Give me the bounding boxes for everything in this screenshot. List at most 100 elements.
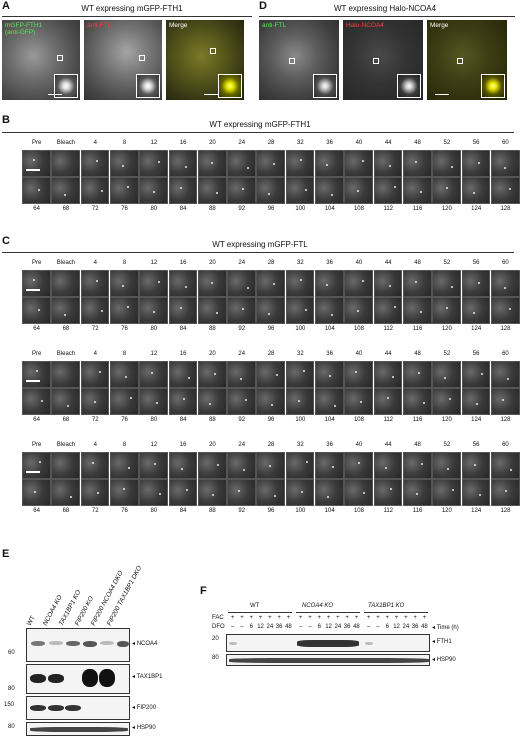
time-label: 44 [384,351,392,357]
puncta [326,164,328,166]
time-label: 72 [91,508,99,514]
time-label: 120 [441,508,452,514]
puncta [326,284,328,286]
time-label: 8 [122,442,127,448]
band [229,658,429,663]
lane-label: WT [25,614,37,627]
puncta [501,399,504,401]
timelapse-frame [197,177,227,204]
timelapse-frame [285,361,315,388]
timelapse-frame [227,297,256,324]
time-label: 48 [414,260,421,266]
time-label: 80 [150,508,158,514]
puncta [331,194,333,196]
time-label: 44 [384,140,392,146]
puncta [414,161,417,163]
puncta [417,372,420,374]
blot-fth1 [226,634,430,652]
puncta [415,493,418,495]
time-label: 44 [384,260,392,266]
time-label: Pre [31,351,42,357]
band [49,641,63,645]
puncta [420,463,423,465]
dfo-value: – [376,624,380,630]
time-label: 28 [267,260,275,266]
puncta [215,192,218,194]
roi-box [373,58,379,64]
time-label: 84 [179,206,187,212]
panel-a-image-merge: Merge [166,20,244,100]
timelapse-frame [256,150,286,177]
timelapse-frame [80,177,110,204]
puncta [184,286,187,288]
puncta [121,165,124,167]
timelapse-frame [285,177,315,204]
puncta [216,464,219,466]
timelapse-frame [461,150,491,177]
puncta [503,167,506,169]
time-label: 104 [324,206,335,212]
time-label: 40 [355,442,363,448]
timelapse-frame [344,150,374,177]
time-label: 12 [150,260,158,266]
time-label: 112 [383,508,394,514]
timelapse-frame [461,388,491,415]
timelapse-frame [197,150,227,177]
timelapse-frame [168,388,198,415]
puncta [276,374,279,376]
time-label: 4 [93,442,97,448]
timelapse-frame [402,270,432,297]
time-label: 16 [179,140,187,146]
timelapse-frame [22,452,51,479]
dfo-value: 24 [402,624,410,630]
time-label: 20 [209,351,216,357]
timelapse-frame [432,177,461,204]
time-label: 76 [121,508,128,514]
panel-d-image-ftl: anti-FTL [259,20,339,100]
band [117,641,129,647]
time-label: 68 [62,508,70,514]
puncta [503,287,506,289]
time-label: 96 [267,206,275,212]
band [83,641,97,647]
timelapse-frame [197,361,227,388]
puncta [185,489,188,491]
puncta [388,285,391,287]
time-label: 68 [62,326,70,332]
timelapse-frame [373,452,403,479]
time-label: 128 [500,206,511,212]
time-label: 48 [414,442,421,448]
timelapse-frame [80,479,110,506]
fac-value: + [298,615,303,621]
panel-d-rule [259,16,515,17]
puncta [384,467,387,469]
timelapse-frame [432,150,461,177]
time-label: 100 [295,508,306,514]
dfo-value: 24 [266,624,274,630]
timelapse-frame [168,150,198,177]
puncta [386,397,389,399]
timelapse-frame [139,177,168,204]
puncta [126,186,129,188]
timelapse-frame [227,388,256,415]
timelapse-frame [373,297,403,324]
puncta [100,190,103,192]
puncta [504,490,507,492]
time-label: 104 [324,508,335,514]
time-label: 32 [296,260,304,266]
time-label: 88 [209,508,216,514]
panel-a-image-gfp-label-1: mGFP-FTH1 [5,22,43,29]
puncta [506,378,509,380]
timelapse-frame [51,297,81,324]
band [48,705,64,711]
timelapse-frame [51,452,81,479]
time-label: 108 [353,508,364,514]
puncta [95,280,98,282]
time-label: 8 [122,351,127,357]
time-label: 36 [326,260,333,266]
fac-value: + [230,615,235,621]
panel-c-rule [2,252,514,253]
dfo-label: DFO [212,624,225,630]
timelapse-frame [109,177,139,204]
dfo-value: – [366,624,371,630]
